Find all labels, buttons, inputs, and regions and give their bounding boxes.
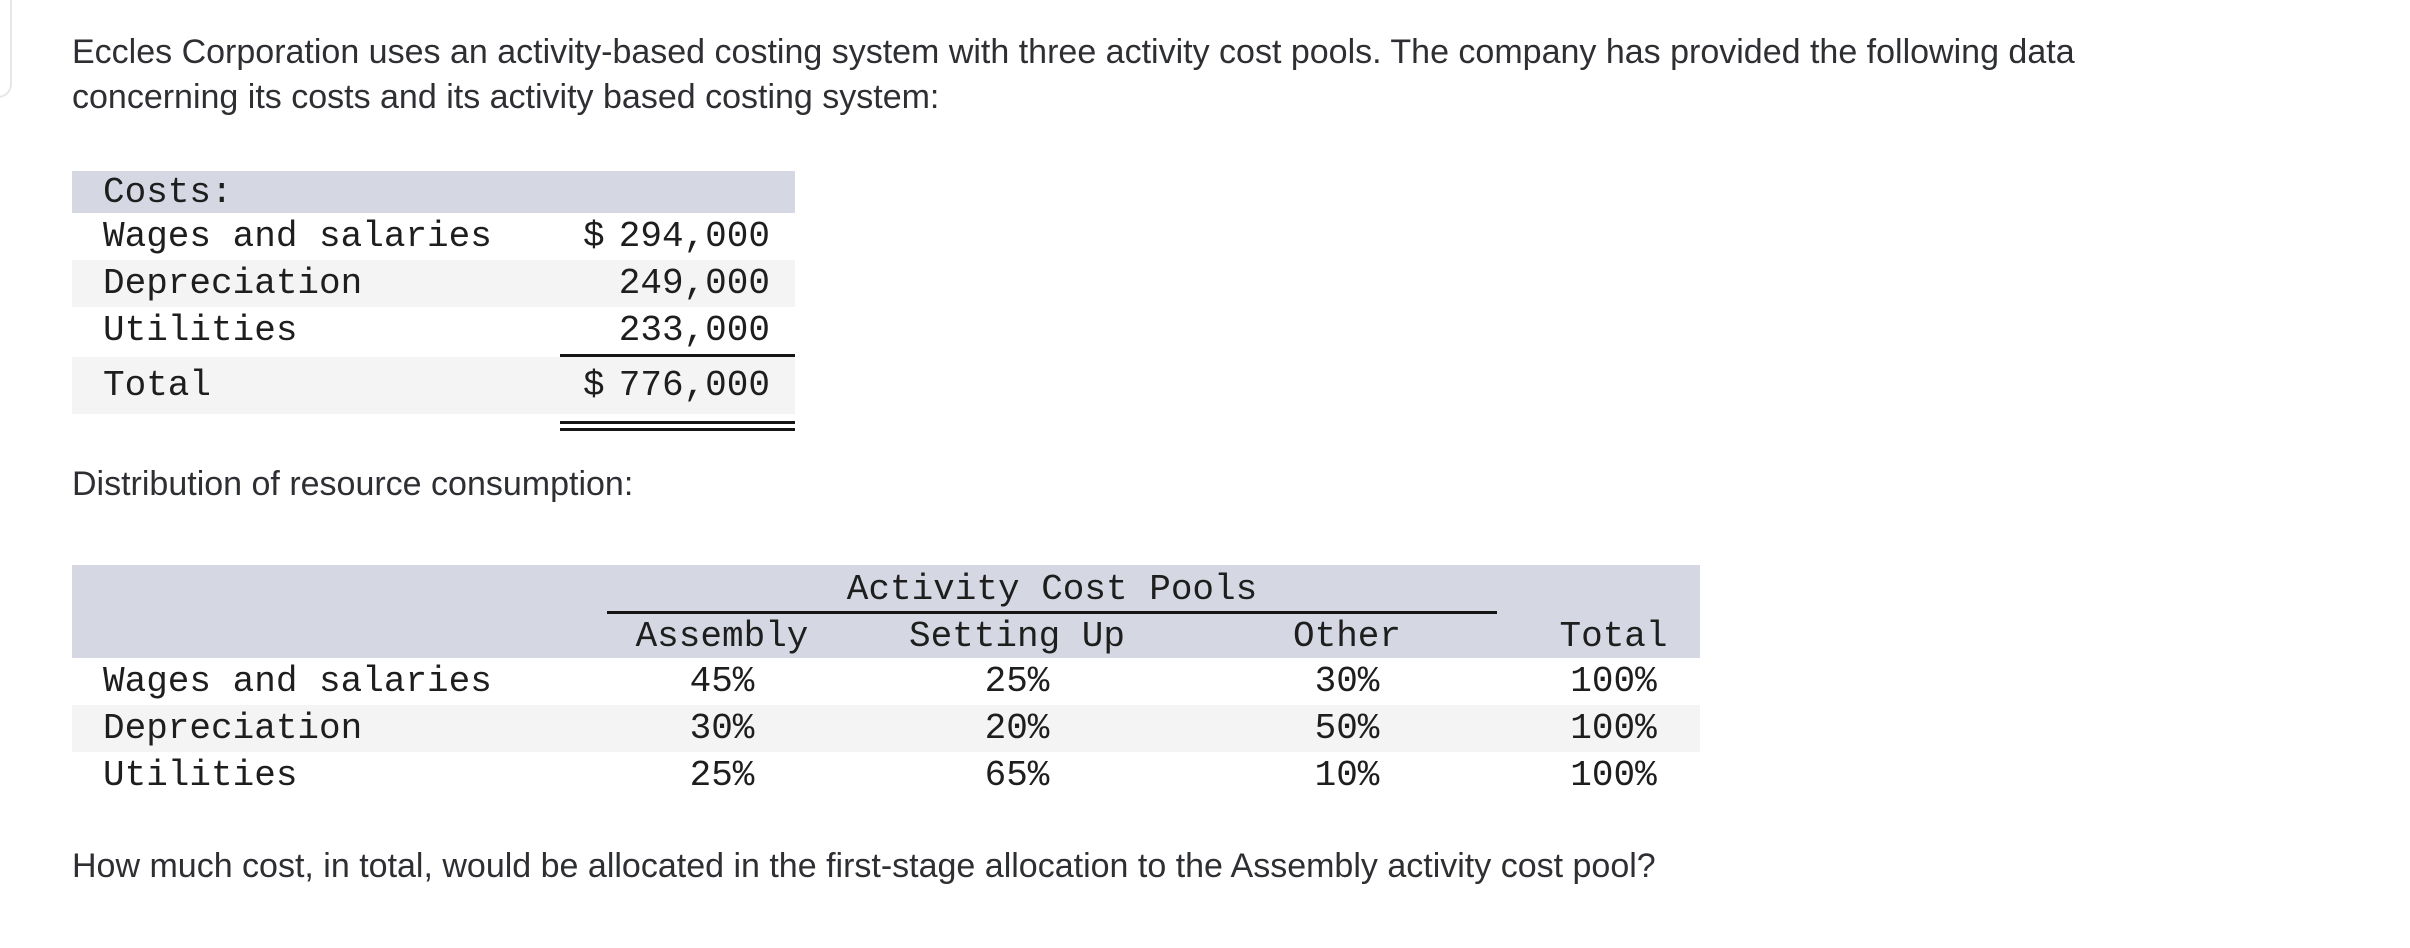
column-header-row: Assembly Setting Up Other Total — [72, 614, 1700, 658]
row-label: Wages and salaries — [103, 216, 492, 257]
table-row: Wages and salaries 45% 25% 30% 100% — [72, 658, 1700, 705]
group-header-label: Activity Cost Pools — [846, 569, 1258, 610]
percent-cell: 30% — [689, 708, 755, 749]
subtotal-rule — [560, 354, 795, 357]
total-row: Total $ 776,000 — [72, 357, 795, 414]
group-header-cell: Activity Cost Pools — [577, 565, 1527, 614]
table-row: Depreciation 30% 20% 50% 100% — [72, 705, 1700, 752]
question-text: How much cost, in total, would be alloca… — [72, 847, 1656, 885]
column-header: Assembly — [635, 615, 809, 657]
costs-table-header: Costs: — [72, 171, 795, 213]
row-amount: 233,000 — [560, 310, 795, 351]
row-amount: $ 776,000 — [560, 365, 795, 406]
percent-cell: 50% — [1314, 708, 1380, 749]
row-label: Depreciation — [103, 263, 363, 304]
percent-cell: 30% — [1314, 661, 1380, 702]
grand-total-double-rule — [560, 421, 795, 431]
currency-symbol: $ — [583, 216, 605, 257]
amount-value: 233,000 — [618, 310, 770, 351]
row-label: Depreciation — [103, 708, 363, 749]
row-amount: $ 294,000 — [560, 216, 795, 257]
column-header: Setting Up — [908, 615, 1126, 657]
group-header-underline — [607, 611, 1497, 614]
percent-cell: 65% — [984, 755, 1050, 796]
percent-cell: 45% — [689, 661, 755, 702]
percent-cell: 20% — [984, 708, 1050, 749]
percent-cell: 25% — [984, 661, 1050, 702]
row-label: Total — [103, 365, 212, 406]
percent-cell: 100% — [1570, 661, 1657, 702]
currency-symbol: $ — [583, 365, 605, 406]
percent-cell: 10% — [1314, 755, 1380, 796]
percent-cell: 100% — [1570, 708, 1657, 749]
distribution-table: Activity Cost Pools Assembly Setting Up … — [72, 565, 1700, 799]
group-header-row: Activity Cost Pools — [72, 565, 1700, 614]
percent-cell: 25% — [689, 755, 755, 796]
row-label: Utilities — [103, 755, 298, 796]
row-label: Wages and salaries — [103, 661, 492, 702]
amount-value: 776,000 — [618, 365, 770, 406]
percent-cell: 100% — [1570, 755, 1657, 796]
table-row: Wages and salaries $ 294,000 — [72, 213, 795, 260]
costs-table: Costs: Wages and salaries $ 294,000 Depr… — [72, 171, 795, 431]
row-label: Utilities — [103, 310, 298, 351]
table-row: Utilities 25% 65% 10% 100% — [72, 752, 1700, 799]
distribution-label: Distribution of resource consumption: — [72, 465, 634, 503]
intro-paragraph: Eccles Corporation uses an activity-base… — [72, 33, 2075, 116]
adjacent-card-edge — [0, 0, 12, 98]
amount-value: 249,000 — [618, 263, 770, 304]
table-row: Depreciation 249,000 — [72, 260, 795, 307]
column-header: Other — [1292, 615, 1402, 657]
column-header: Total — [1559, 615, 1668, 657]
table-row: Utilities 233,000 — [72, 307, 795, 354]
amount-value: 294,000 — [618, 216, 770, 257]
row-amount: 249,000 — [560, 263, 795, 304]
